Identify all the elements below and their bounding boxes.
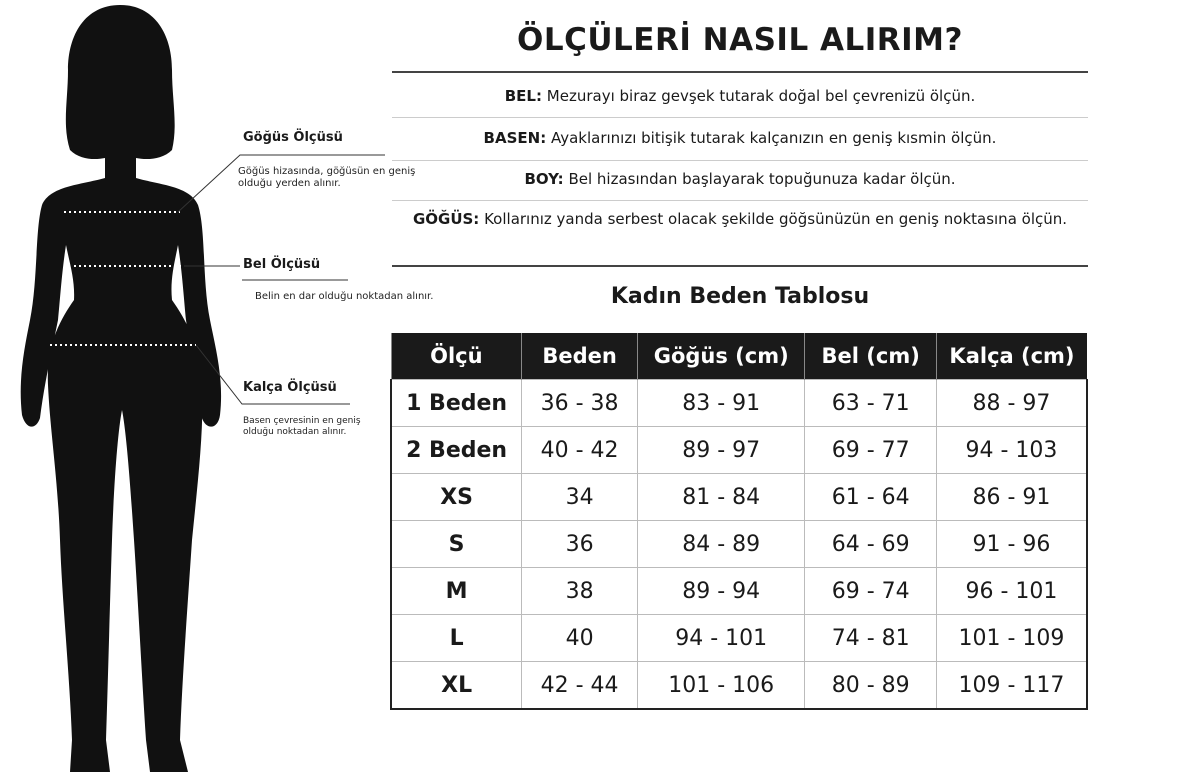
divider: [392, 117, 1088, 118]
divider: [392, 71, 1088, 73]
instruction-key: GÖĞÜS:: [412, 210, 480, 228]
column-header: Ölçü: [390, 333, 522, 380]
instruction-gogus: GÖĞÜS: Kollarınız yanda serbest olacak ş…: [392, 208, 1088, 230]
divider: [392, 160, 1088, 161]
table-cell: 42 - 44: [521, 661, 638, 710]
chest-desc: Göğüs hizasında, göğüsün en geniş olduğu…: [238, 166, 416, 189]
column-header: Kalça (cm): [935, 333, 1087, 380]
table-cell: 74 - 81: [804, 614, 937, 662]
instruction-text: Kollarınız yanda serbest olacak şekilde …: [484, 210, 1068, 228]
table-cell: M: [390, 567, 523, 615]
table-cell: 34: [521, 473, 638, 521]
table-row: 1 Beden 36 - 38 83 - 91 63 - 71 88 - 97: [390, 379, 1088, 427]
table-row: L 40 94 - 101 74 - 81 101 - 109: [390, 614, 1088, 662]
table-cell: 109 - 117: [935, 661, 1088, 710]
table-cell: 84 - 89: [636, 520, 806, 568]
table-cell: 101 - 106: [636, 661, 806, 710]
divider: [392, 200, 1088, 201]
table-cell: 63 - 71: [804, 379, 937, 427]
table-row: M 38 89 - 94 69 - 74 96 - 101: [390, 567, 1088, 615]
table-cell: 64 - 69: [804, 520, 937, 568]
table-cell: 69 - 77: [804, 426, 937, 474]
size-table: Ölçü Beden Göğüs (cm) Bel (cm) Kalça (cm) 1 …: [390, 333, 1088, 710]
table-cell: 36 - 38: [521, 379, 638, 427]
column-header: Bel (cm): [804, 333, 937, 380]
table-cell: 86 - 91: [935, 473, 1088, 521]
table-cell: 94 - 103: [935, 426, 1088, 474]
table-cell: 61 - 64: [804, 473, 937, 521]
table-row: S 36 84 - 89 64 - 69 91 - 96: [390, 520, 1088, 568]
table-cell: 38: [521, 567, 638, 615]
table-cell: 36: [521, 520, 638, 568]
table-row: XS 34 81 - 84 61 - 64 86 - 91: [390, 473, 1088, 521]
hip-desc: Basen çevresinin en geniş olduğu noktada…: [243, 416, 361, 437]
instruction-basen: BASEN: Ayaklarınızı bitişik tutarak kalç…: [392, 127, 1088, 149]
table-cell: 96 - 101: [935, 567, 1088, 615]
instruction-text: Ayaklarınızı bitişik tutarak kalçanızın …: [550, 129, 997, 147]
page-title: ÖLÇÜLERİ NASIL ALIRIM?: [516, 22, 963, 58]
instruction-bel: BEL: Mezurayı biraz gevşek tutarak doğal…: [392, 85, 1088, 107]
table-cell: 40: [521, 614, 638, 662]
waist-desc: Belin en dar olduğu noktadan alınır.: [255, 291, 434, 302]
table-cell: S: [390, 520, 523, 568]
table-cell: 81 - 84: [636, 473, 806, 521]
instruction-text: Bel hizasından başlayarak topuğunuza kad…: [568, 170, 956, 188]
instruction-key: BOY:: [524, 170, 564, 188]
table-cell: 94 - 101: [636, 614, 806, 662]
table-cell: 1 Beden: [390, 379, 523, 427]
instruction-key: BEL:: [504, 87, 542, 105]
table-cell: 2 Beden: [390, 426, 523, 474]
chest-label: Göğüs Ölçüsü: [243, 130, 343, 145]
column-header: Beden: [521, 333, 638, 380]
table-cell: 40 - 42: [521, 426, 638, 474]
instruction-text: Mezurayı biraz gevşek tutarak doğal bel …: [546, 87, 976, 105]
column-header: Göğüs (cm): [636, 333, 805, 380]
hip-label: Kalça Ölçüsü: [243, 380, 337, 395]
table-cell: 91 - 96: [935, 520, 1088, 568]
table-cell: 88 - 97: [935, 379, 1088, 427]
table-cell: 101 - 109: [935, 614, 1088, 662]
table-row: XL 42 - 44 101 - 106 80 - 89 109 - 117: [390, 661, 1088, 710]
table-row: 2 Beden 40 - 42 89 - 97 69 - 77 94 - 103: [390, 426, 1088, 474]
table-cell: 80 - 89: [804, 661, 937, 710]
instruction-boy: BOY: Bel hizasından başlayarak topuğunuz…: [392, 168, 1088, 190]
table-cell: 83 - 91: [636, 379, 806, 427]
table-cell: 89 - 97: [636, 426, 806, 474]
woman-silhouette: [20, 5, 385, 772]
table-cell: 89 - 94: [636, 567, 806, 615]
instruction-key: BASEN:: [483, 129, 547, 147]
waist-label: Bel Ölçüsü: [243, 257, 321, 272]
divider: [392, 265, 1088, 267]
table-title: Kadın Beden Tablosu: [610, 284, 870, 309]
table-cell: L: [390, 614, 523, 662]
table-cell: XL: [390, 661, 523, 710]
table-cell: XS: [390, 473, 523, 521]
table-cell: 69 - 74: [804, 567, 937, 615]
